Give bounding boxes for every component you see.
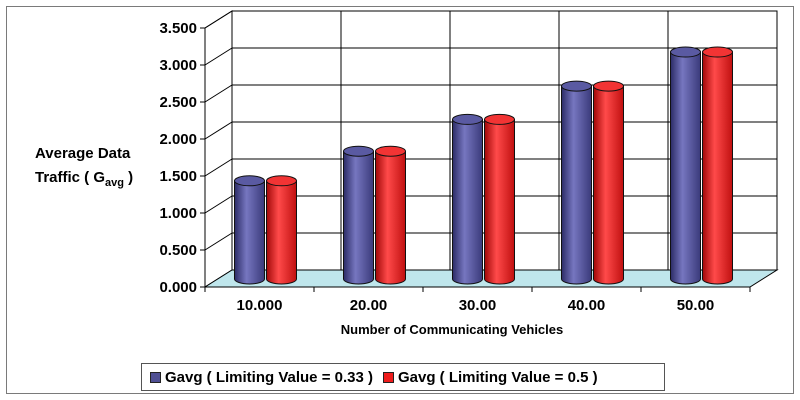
y-tick-label: 3.000	[159, 57, 197, 74]
bar-top	[702, 46, 733, 58]
y-tick-label: 3.500	[159, 20, 197, 37]
bar-top	[266, 175, 297, 187]
bar-top	[484, 113, 515, 125]
bar-body	[561, 85, 592, 285]
gridline-side	[204, 121, 233, 140]
bar-body	[343, 150, 374, 285]
bar-body	[266, 180, 297, 285]
gridline-side	[204, 84, 233, 103]
bar-body	[484, 118, 515, 285]
bar-body	[670, 51, 701, 285]
bar-top	[452, 113, 483, 125]
legend-item-series-2: Gavg ( Limiting Value = 0.5 )	[382, 368, 598, 386]
gridline-side	[204, 232, 233, 251]
bar-2-1	[266, 175, 297, 285]
legend-swatch-series-1	[150, 371, 161, 383]
bar-2-5	[702, 46, 733, 285]
bar-1-4	[561, 80, 592, 285]
side-wall	[204, 10, 233, 288]
gridline-side	[204, 47, 233, 66]
bar-2-2	[375, 145, 406, 285]
x-tick-label: 30.00	[459, 297, 497, 314]
gridline-side	[204, 158, 233, 177]
bar-top	[561, 80, 592, 92]
bar-top	[375, 145, 406, 157]
bar-top	[343, 145, 374, 157]
x-tick-label: 10.000	[237, 297, 283, 314]
y-tick-label: 1.000	[159, 205, 197, 222]
y-tick-label: 2.000	[159, 131, 197, 148]
bar-body	[593, 85, 624, 285]
bar-1-2	[343, 145, 374, 285]
x-axis-title: Number of Communicating Vehicles	[341, 322, 564, 337]
x-tick-label: 20.00	[350, 297, 388, 314]
bar-body	[702, 51, 733, 285]
y-tick-labels: 0.000 0.500 1.000 1.500 2.000 2.500 3.000 3.500	[159, 20, 197, 296]
gridline-side	[204, 195, 233, 214]
legend-item-series-1: Gavg ( Limiting Value = 0.33 )	[150, 369, 373, 386]
x-tick-label: 40.00	[568, 297, 606, 314]
bar-1-3	[452, 113, 483, 285]
bars	[234, 46, 733, 285]
x-tick-labels: 10.000 20.00 30.00 40.00 50.00	[237, 297, 715, 314]
x-tick-label: 50.00	[677, 297, 715, 314]
y-tick-label: 0.000	[159, 279, 197, 296]
bar-body	[452, 118, 483, 285]
bar-body	[375, 150, 406, 285]
legend-label-series-1: Gavg ( Limiting Value = 0.33 )	[165, 368, 373, 386]
legend-label-series-2: Gavg ( Limiting Value = 0.5 )	[397, 368, 598, 386]
bar-top	[234, 175, 265, 187]
legend: Gavg ( Limiting Value = 0.33 ) Gavg ( Li…	[141, 363, 665, 391]
y-axis-label-line1: Average Data	[35, 145, 131, 162]
bar-top	[670, 46, 701, 58]
bar-1-1	[234, 175, 265, 285]
y-axis-label-line2: Traffic ( Gavg )	[35, 169, 133, 189]
y-tick-label: 2.500	[159, 94, 197, 111]
y-tick-label: 0.500	[159, 242, 197, 259]
bar-top	[593, 80, 624, 92]
bar-1-5	[670, 46, 701, 285]
gridline-side	[204, 10, 233, 29]
bar-body	[234, 180, 265, 285]
bar-2-3	[484, 113, 515, 285]
y-tick-label: 1.500	[159, 168, 197, 185]
bar-2-4	[593, 80, 624, 285]
legend-swatch-series-2	[382, 371, 394, 383]
